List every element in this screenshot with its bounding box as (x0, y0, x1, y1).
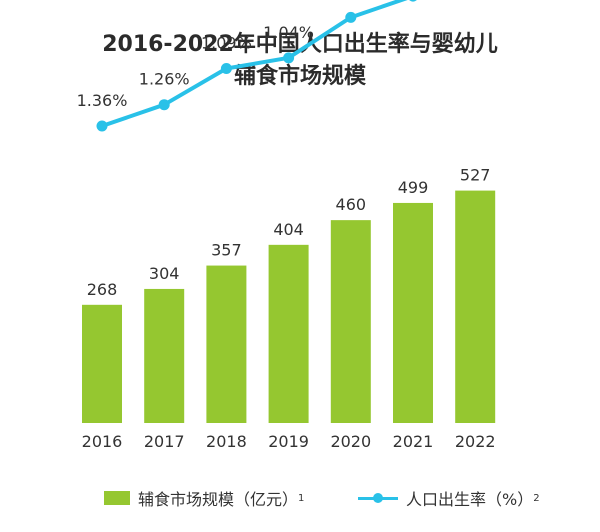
bar-label-2019: 404 (273, 220, 304, 239)
chart-subtitle: 辅食市场规模 (233, 64, 366, 89)
bar-label-2016: 268 (87, 280, 118, 299)
line-label-2017: 1.26% (139, 70, 190, 89)
x-tick-label-2021: 2021 (393, 432, 434, 451)
legend-bar-note: 1 (298, 492, 305, 504)
line-label-2018: 1.09% (201, 33, 252, 52)
bar-swatch-icon (104, 491, 130, 505)
bar-label-2017: 304 (149, 264, 180, 283)
bar-2022 (455, 190, 496, 423)
line-label-2019: 1.04% (263, 23, 314, 42)
bar-label-2018: 357 (211, 241, 242, 260)
line-label-2020: 0.85% (325, 0, 376, 1)
line-point-2019 (283, 52, 295, 64)
x-tick-label-2016: 2016 (82, 432, 123, 451)
bar-2021 (393, 202, 433, 423)
x-tick-label-2022: 2022 (455, 432, 496, 451)
bar-label-2020: 460 (336, 195, 367, 214)
line-point-2021 (409, 0, 417, 2)
bar-2019 (268, 244, 309, 423)
legend-item-line: 人口出生率（%） 2 (358, 486, 540, 510)
line-point-2020 (345, 11, 357, 23)
bar-label-2022: 527 (460, 166, 491, 185)
bar-2016 (82, 304, 122, 423)
line-label-2016: 1.36% (77, 91, 128, 110)
line-point-2016 (96, 120, 108, 132)
x-tick-label-2020: 2020 (330, 432, 371, 451)
bar-2018 (206, 265, 247, 423)
bar-2017 (144, 288, 185, 423)
chart-title: 2016-2022年中国人口出生率与婴幼儿 (102, 32, 498, 57)
legend-line-note: 2 (533, 492, 540, 504)
x-tick-label-2017: 2017 (144, 432, 185, 451)
legend-item-bar: 辅食市场规模（亿元） 1 (104, 486, 304, 510)
line-point-2017 (158, 99, 170, 111)
legend-line-label: 人口出生率（%） (406, 490, 534, 509)
line-point-2018 (220, 62, 232, 74)
line-swatch-icon (358, 491, 398, 505)
x-tick-label-2019: 2019 (268, 432, 309, 451)
bar-2020 (330, 220, 371, 423)
x-tick-label-2018: 2018 (206, 432, 247, 451)
bar-line-chart: 268 2016 304 2017 357 2018 404 2019 460 2020 499 20… (77, 0, 496, 451)
legend-bar-label: 辅食市场规模（亿元） (138, 490, 299, 509)
bar-label-2021: 499 (398, 178, 429, 197)
legend: 辅食市场规模（亿元） 1 人口出生率（%） 2 (0, 486, 600, 516)
